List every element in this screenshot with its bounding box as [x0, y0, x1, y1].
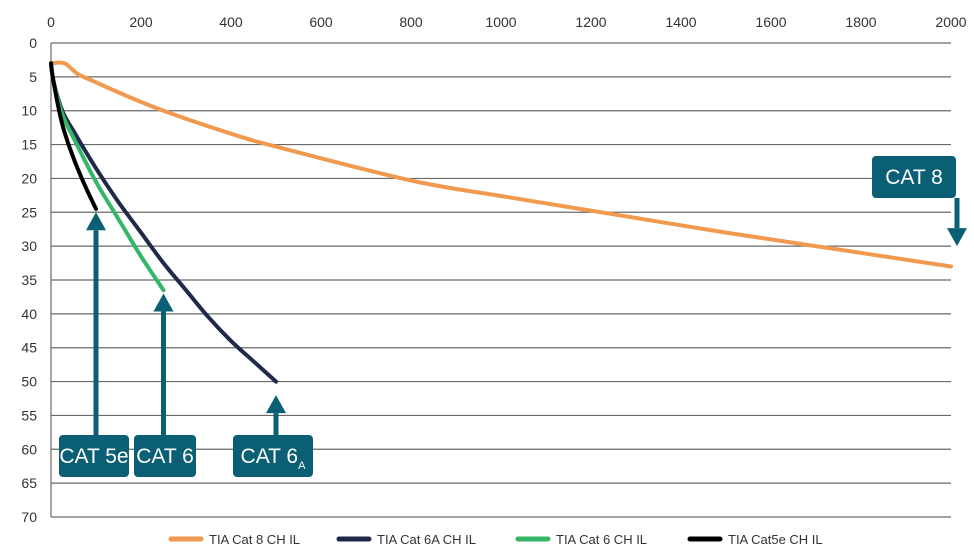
callout-arrow-head	[947, 228, 967, 247]
x-tick-label: 1200	[575, 14, 606, 30]
y-tick-label: 40	[21, 306, 37, 322]
callout-box	[872, 156, 956, 198]
y-tick-label: 70	[21, 509, 37, 525]
y-tick-label: 10	[21, 103, 37, 119]
y-axis-ticks: 0 5 10 15 20 25 30 35 40 45 50 55 60 65 70	[21, 35, 37, 525]
x-tick-label: 1600	[755, 14, 786, 30]
x-tick-label: 400	[219, 14, 243, 30]
series-lines	[49, 60, 953, 384]
callouts: CAT 8 CAT 5e CAT 6 CAT 6A	[59, 156, 967, 477]
callout-box	[59, 435, 129, 477]
y-tick-label: 15	[21, 137, 37, 153]
x-tick-label: 200	[129, 14, 153, 30]
x-tick-label: 1400	[665, 14, 696, 30]
callout-cat-8: CAT 8	[872, 156, 967, 247]
callout-arrow-head	[86, 212, 106, 231]
legend: TIA Cat 8 CH IL TIA Cat 6A CH IL TIA Cat 6…	[168, 532, 823, 547]
y-tick-label: 25	[21, 204, 37, 220]
callout-subscript: A	[298, 460, 306, 472]
y-tick-label: 0	[29, 35, 37, 51]
y-tick-label: 35	[21, 272, 37, 288]
callout-arrow-head	[266, 395, 286, 414]
callout-box	[134, 435, 196, 477]
legend-item-tia-cat-8-ch-il: TIA Cat 8 CH IL	[168, 532, 300, 547]
x-tick-label: 600	[309, 14, 333, 30]
callout-label: CAT 8	[885, 166, 943, 189]
legend-item-tia-cat-6a-ch-il: TIA Cat 6A CH IL	[336, 532, 476, 547]
callout-cat-6: CAT 6	[134, 293, 196, 477]
series-line-tia-cat5e-ch-il	[49, 61, 98, 211]
legend-item-tia-cat-6-ch-il: TIA Cat 6 CH IL	[515, 532, 647, 547]
callout-label: CAT 6A	[241, 445, 307, 472]
y-tick-label: 30	[21, 238, 37, 254]
callout-cat-6a: CAT 6A	[233, 395, 313, 477]
legend-item-tia-cat5e-ch-il: TIA Cat5e CH IL	[687, 532, 823, 547]
y-tick-label: 55	[21, 407, 37, 423]
series-line-tia-cat-6-ch-il	[49, 61, 166, 293]
callout-cat-5e: CAT 5e	[59, 212, 129, 477]
legend-label: TIA Cat 6A CH IL	[377, 532, 476, 547]
x-tick-label: 800	[399, 14, 423, 30]
y-tick-label: 20	[21, 170, 37, 186]
legend-label: TIA Cat 8 CH IL	[209, 532, 300, 547]
series-line-tia-cat-8-ch-il	[49, 60, 953, 269]
x-axis-ticks: 0 200 400 600 800 1000 1200 1400 1600 1800 2000	[47, 14, 967, 30]
grid-lines	[50, 42, 951, 518]
y-tick-label: 5	[29, 69, 37, 85]
callout-arrow-head	[153, 293, 174, 312]
y-tick-label: 60	[21, 441, 37, 457]
x-tick-label: 2000	[935, 14, 966, 30]
callout-label: CAT 6	[136, 445, 194, 468]
callout-label: CAT 5e	[59, 445, 128, 468]
legend-label: TIA Cat 6 CH IL	[556, 532, 647, 547]
y-tick-label: 45	[21, 340, 37, 356]
callout-box	[233, 435, 313, 477]
y-tick-label: 50	[21, 374, 37, 390]
x-tick-label: 0	[47, 14, 55, 30]
x-tick-label: 1800	[845, 14, 876, 30]
legend-label: TIA Cat5e CH IL	[728, 532, 823, 547]
y-tick-label: 65	[21, 475, 37, 491]
x-tick-label: 1000	[485, 14, 516, 30]
